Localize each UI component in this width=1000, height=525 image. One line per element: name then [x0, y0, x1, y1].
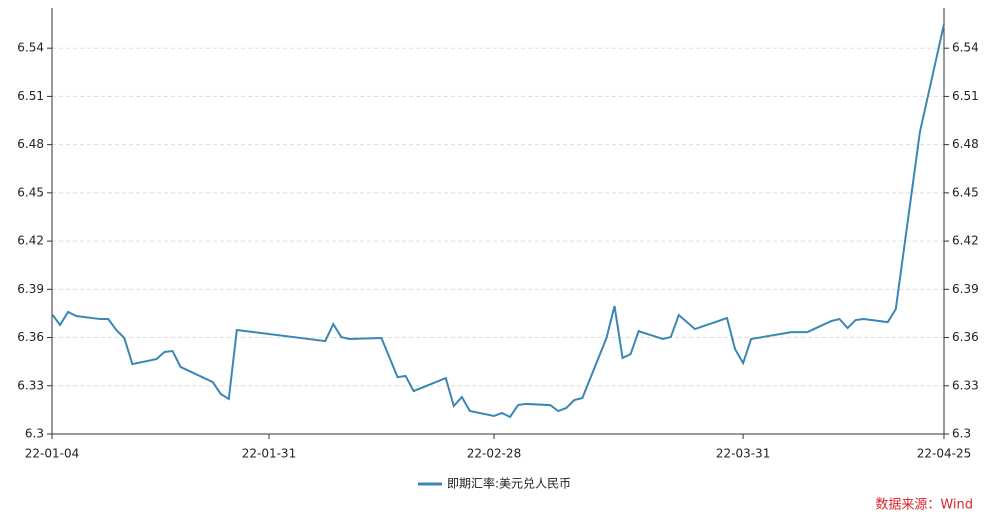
y-tick-label: 6.45 — [17, 185, 44, 199]
y-tick-label: 6.48 — [17, 137, 44, 151]
y-tick-label: 6.3 — [25, 427, 44, 441]
y2-tick-label: 6.54 — [952, 41, 979, 55]
x-tick-label: 22-04-25 — [917, 447, 971, 461]
x-tick-label: 22-02-28 — [467, 447, 521, 461]
y2-tick-label: 6.42 — [952, 234, 979, 248]
y2-tick-label: 6.3 — [952, 427, 971, 441]
y2-tick-label: 6.48 — [952, 137, 979, 151]
source: 数据来源：Wind — [875, 498, 973, 513]
line — [51, 23, 945, 419]
y-tick-label: 6.36 — [17, 330, 44, 344]
legend-label: 即期汇率:美元兑人民币 — [447, 476, 571, 491]
y-tick-label: 6.33 — [17, 378, 44, 392]
y-tick-label: 6.39 — [17, 282, 44, 296]
y2-tick-label: 6.39 — [952, 282, 979, 296]
x-tick-label: 22-03-31 — [716, 447, 770, 461]
y2-tick-label: 6.51 — [952, 89, 979, 103]
y-tick-label: 6.42 — [17, 234, 44, 248]
y-tick-label: 6.51 — [17, 89, 44, 103]
y2-tick-label: 6.33 — [952, 378, 979, 392]
y-tick-label: 6.54 — [17, 41, 44, 55]
x-tick-label: 22-01-04 — [25, 447, 79, 461]
x-tick-label: 22-01-31 — [242, 447, 296, 461]
y2-tick-label: 6.36 — [952, 330, 979, 344]
y2-tick-label: 6.45 — [952, 185, 979, 199]
